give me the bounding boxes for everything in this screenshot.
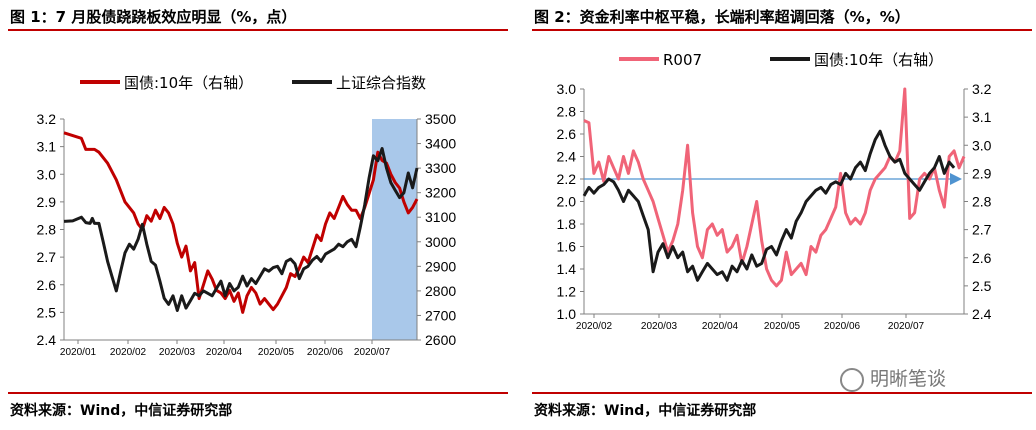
x-tick-label: 2020/01 [60, 347, 97, 358]
y-right-tick-label: 2700 [425, 307, 456, 323]
x-tick-label: 2020/02 [576, 321, 613, 332]
y-left-tick-label: 2.6 [557, 126, 577, 142]
chart-source: 资料来源：Wind，中信证券研究部 [534, 403, 757, 419]
y-right-tick-label: 3500 [425, 111, 456, 127]
chart-panel-right: 图 2：资金利率中枢平稳，长端利率超调回落（%，%） 1.0 1.2 1.4 1.6 1… [524, 0, 1036, 430]
title-rule [532, 29, 1032, 31]
y-right-tick-label: 2.8 [972, 194, 992, 210]
y-left-tick-label: 3.0 [37, 166, 57, 182]
y-left-tick-label: 2.9 [37, 194, 57, 210]
y-left-tick-label: 1.0 [557, 306, 577, 322]
x-tick-label: 2020/03 [641, 321, 678, 332]
x-tick-label: 2020/04 [206, 347, 243, 358]
chart-source: 资料来源：Wind，中信证券研究部 [10, 403, 233, 419]
y-right-tick-label: 2.9 [972, 165, 992, 181]
y-left-tick-label: 1.8 [557, 216, 577, 232]
legend-label: 国债:10年（右轴） [814, 51, 943, 69]
y-left-tick-label: 2.8 [557, 104, 577, 120]
chart-title: 图 2：资金利率中枢平稳，长端利率超调回落（%，%） [534, 8, 910, 26]
y-right-tick-label: 2.4 [972, 306, 992, 322]
chart-title: 图 1：7 月股债跷跷板效应明显（%，点） [10, 8, 297, 26]
x-tick-label: 2020/03 [159, 347, 196, 358]
y-left-tick-label: 3.0 [557, 81, 577, 97]
y-left-tick-label: 2.5 [37, 304, 57, 320]
x-tick-label: 2020/07 [354, 347, 391, 358]
watermark: 明晰笔谈 [840, 364, 946, 392]
y-left-tick-label: 2.0 [557, 194, 577, 210]
y-left-tick-label: 2.4 [557, 149, 577, 165]
series-line-0 [583, 87, 966, 288]
y-right-tick-label: 3100 [425, 209, 456, 225]
y-right-tick-label: 2900 [425, 258, 456, 274]
y-left-tick-label: 3.2 [37, 111, 57, 127]
y-right-tick-label: 3400 [425, 136, 456, 152]
legend-label: R007 [663, 51, 702, 69]
y-right-tick-label: 3.2 [972, 81, 992, 97]
source-rule [8, 392, 508, 394]
y-left-tick-label: 2.2 [557, 171, 577, 187]
y-right-tick-label: 3000 [425, 234, 456, 250]
y-right-tick-label: 3200 [425, 185, 456, 201]
y-right-tick-label: 2.6 [972, 250, 992, 266]
y-left-tick-label: 1.4 [557, 261, 577, 277]
source-rule [532, 392, 1032, 394]
x-tick-label: 2020/02 [110, 347, 147, 358]
x-tick-label: 2020/07 [888, 321, 925, 332]
x-tick-label: 2020/04 [702, 321, 739, 332]
y-right-tick-label: 3300 [425, 160, 456, 176]
series-line-1 [63, 147, 419, 312]
y-left-tick-label: 1.6 [557, 239, 577, 255]
y-left-tick-label: 1.2 [557, 284, 577, 300]
watermark-text: 明晰笔谈 [870, 368, 947, 390]
reference-arrow [950, 173, 962, 185]
y-right-tick-label: 2.5 [972, 278, 992, 294]
y-left-tick-label: 3.1 [37, 139, 57, 155]
chart-1-plot: 2.4 2.5 2.6 2.7 2.8 2.9 3.0 3.1 3.2 2600 2700 2800 2… [37, 74, 457, 358]
y-right-tick-label: 3.0 [972, 137, 992, 153]
y-right-tick-label: 3.1 [972, 109, 992, 125]
x-tick-label: 2020/05 [258, 347, 295, 358]
legend-label: 国债:10年（右轴） [124, 74, 253, 92]
x-tick-label: 2020/05 [764, 321, 801, 332]
wechat-icon [840, 367, 864, 392]
y-right-tick-label: 2800 [425, 283, 456, 299]
y-left-tick-label: 2.4 [37, 332, 57, 348]
chart-panel-left: 图 1：7 月股债跷跷板效应明显（%，点） 2.4 2.5 2.6 2.7 2.8 2.9… [0, 0, 512, 430]
y-right-tick-label: 2.7 [972, 222, 992, 238]
series-line-1 [582, 129, 956, 282]
y-right-tick-label: 2600 [425, 332, 456, 348]
x-tick-label: 2020/06 [307, 347, 344, 358]
y-left-tick-label: 2.6 [37, 277, 57, 293]
legend-label: 上证综合指数 [336, 74, 426, 92]
y-left-tick-label: 2.7 [37, 249, 57, 265]
x-tick-label: 2020/06 [824, 321, 861, 332]
y-left-tick-label: 2.8 [37, 222, 57, 238]
title-rule [8, 29, 508, 31]
chart-2-plot: 1.0 1.2 1.4 1.6 1.8 2.0 2.2 2.4 2.6 2.8 3.0 2.4 2.5 2… [557, 51, 992, 332]
